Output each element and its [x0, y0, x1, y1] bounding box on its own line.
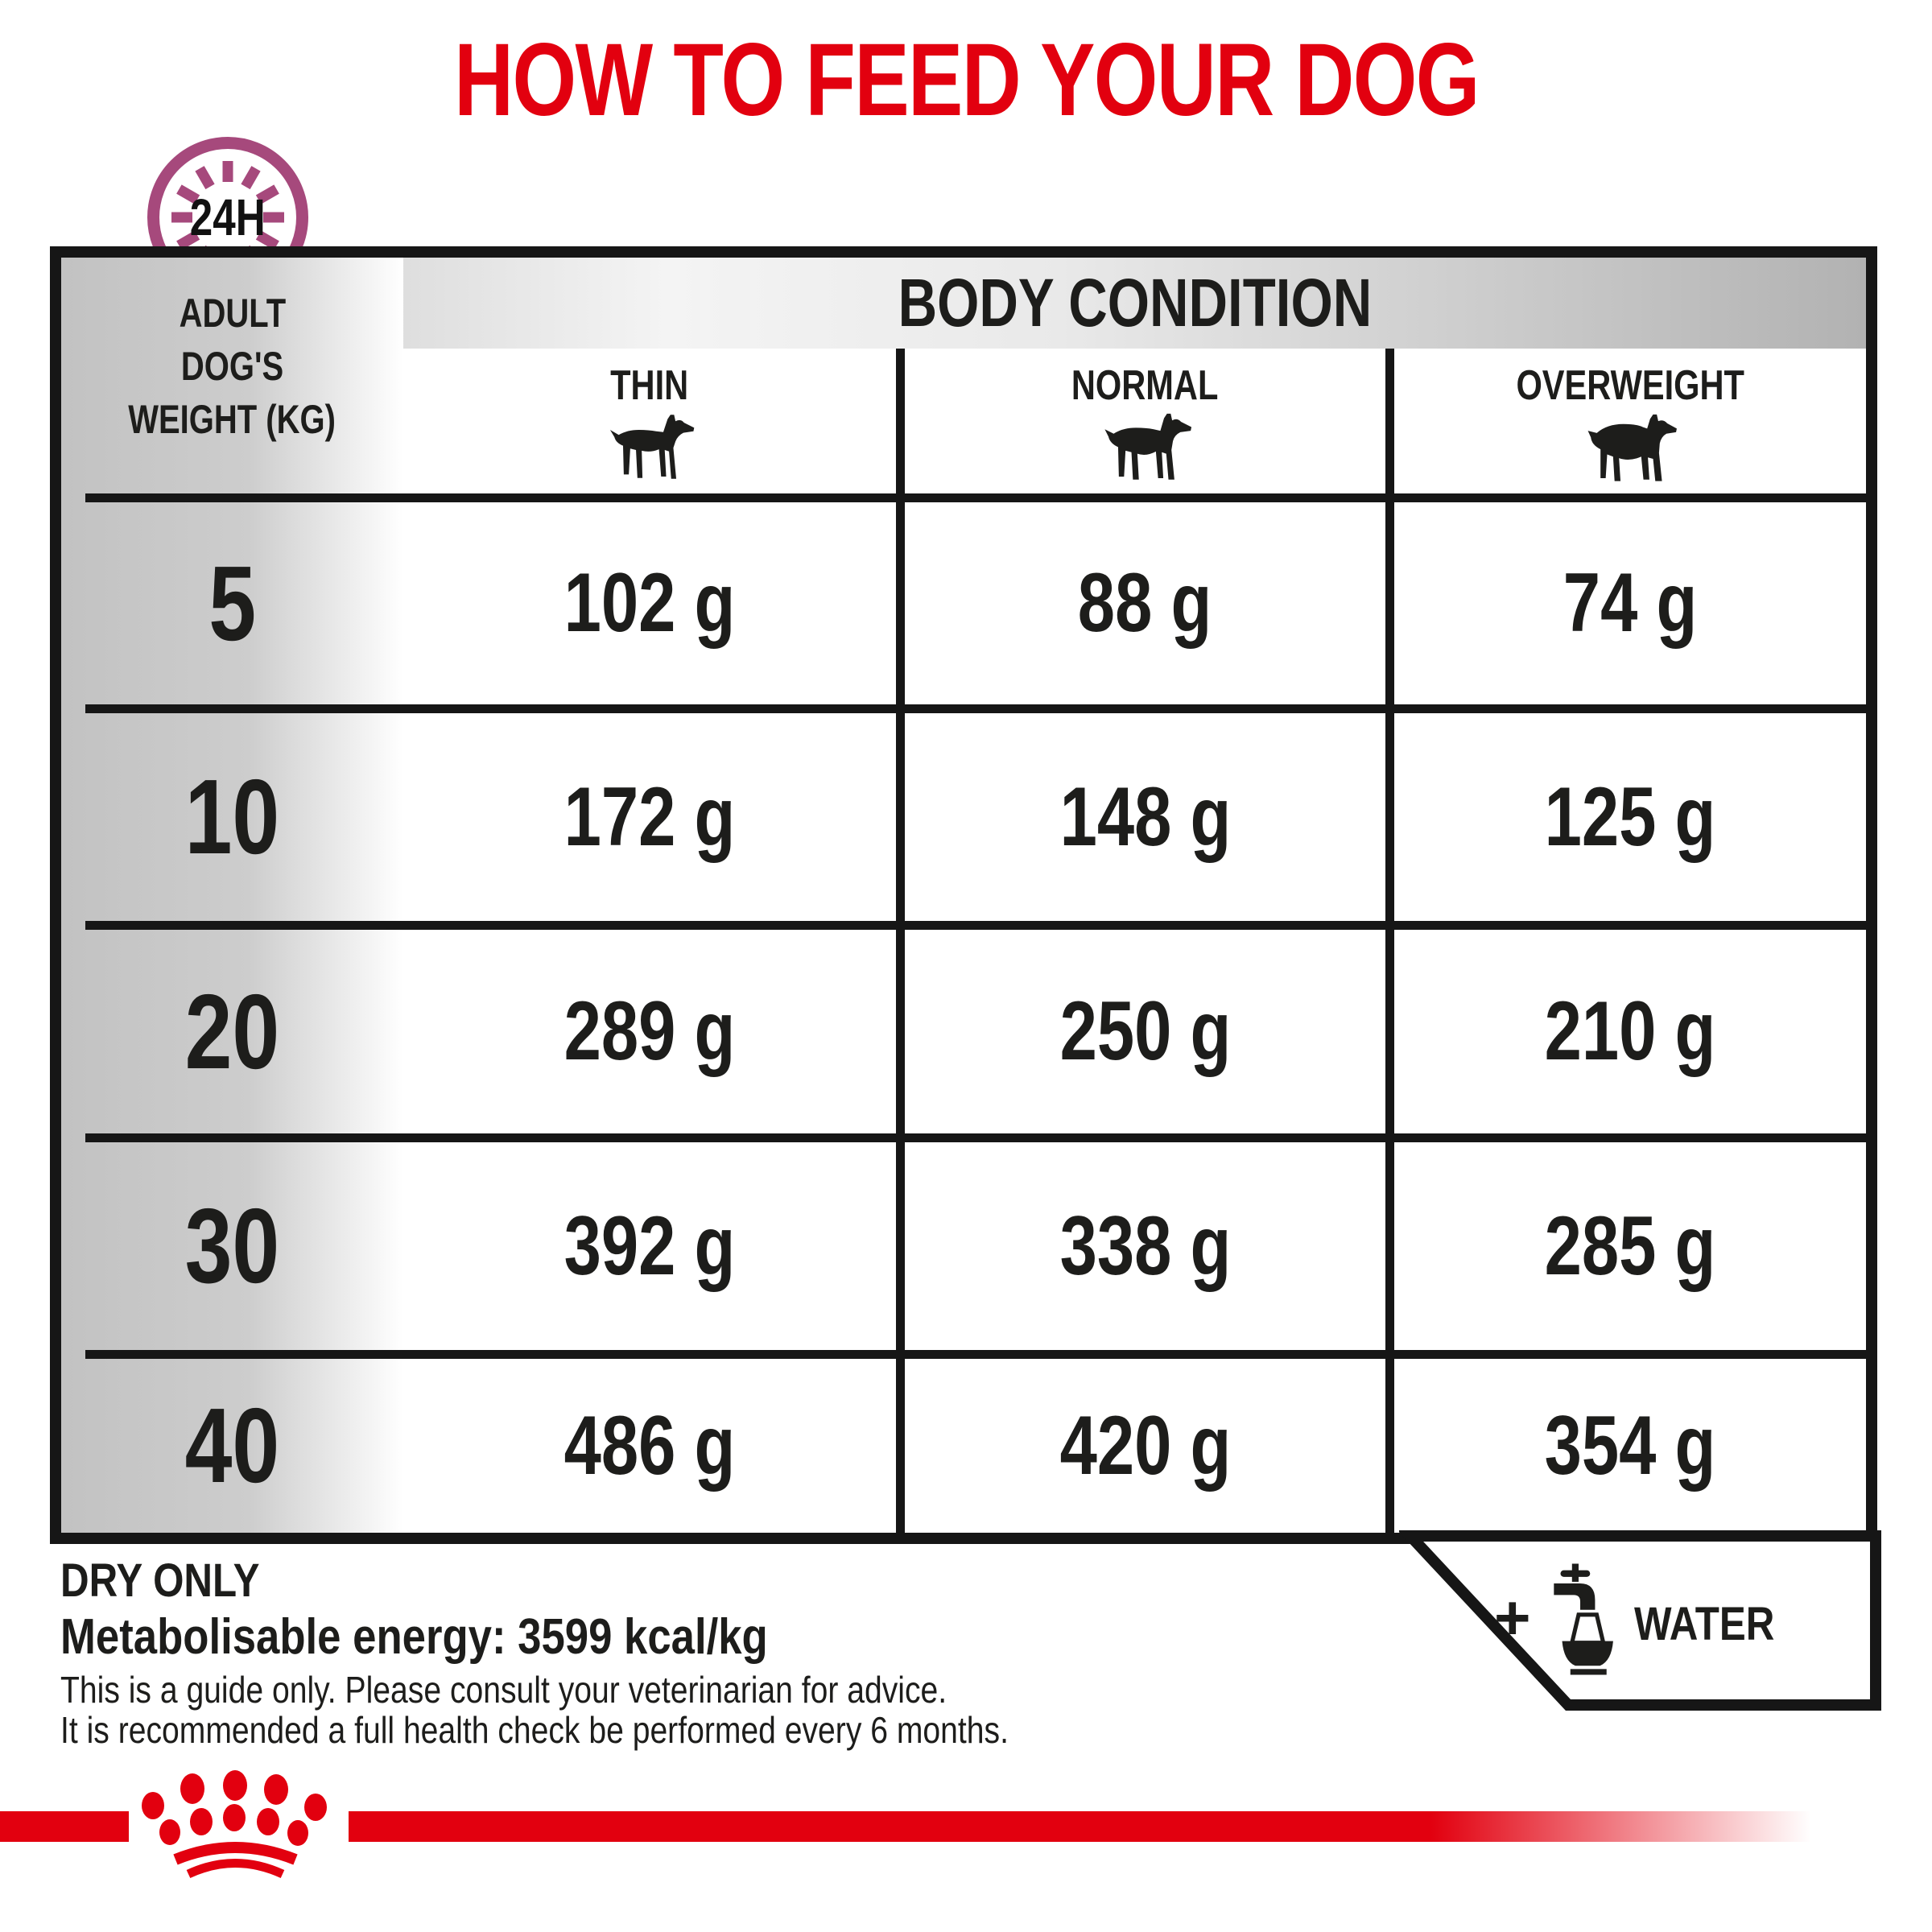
- feeding-table: BODY CONDITION ADULT DOG'S WEIGHT (KG) T…: [50, 246, 1877, 1544]
- water-label: WATER: [1634, 1598, 1775, 1650]
- water-callout-shape: [1397, 1530, 1881, 1711]
- corner-line-2: DOG'S: [180, 344, 284, 389]
- weight-row-30: 30: [184, 1187, 280, 1305]
- column-header-normal: NORMAL: [905, 349, 1385, 502]
- value-20-overweight: 210 g: [1544, 985, 1716, 1078]
- thin-label: THIN: [610, 362, 689, 409]
- row-divider-header: [85, 493, 1866, 502]
- weight-column-header: ADULT DOG'S WEIGHT (KG): [61, 287, 403, 446]
- column-header-thin: THIN: [403, 349, 896, 502]
- royal-canin-crown-logo: [142, 1770, 327, 1879]
- normal-dog-icon: [1104, 413, 1191, 480]
- clock-24h-label: 24H: [190, 188, 266, 246]
- row-divider-2: [85, 921, 1866, 930]
- value-30-normal: 338 g: [1059, 1199, 1231, 1293]
- value-40-overweight: 354 g: [1544, 1399, 1716, 1492]
- row-divider-1: [85, 704, 1866, 713]
- plus-sign: +: [1494, 1582, 1531, 1653]
- brand-stripe-right: [349, 1811, 1811, 1842]
- corner-line-1: ADULT: [179, 291, 286, 336]
- value-40-thin: 486 g: [564, 1399, 736, 1492]
- overweight-dog-icon: [1587, 414, 1677, 481]
- weight-row-20: 20: [184, 972, 280, 1091]
- column-divider-1: [896, 349, 905, 1533]
- dry-only-text: DRY ONLY: [60, 1554, 260, 1607]
- corner-line-3: WEIGHT (KG): [128, 397, 336, 442]
- value-5-thin: 102 g: [564, 556, 736, 650]
- value-10-thin: 172 g: [564, 770, 736, 864]
- guide-note-1: This is a guide only. Please consult you…: [60, 1669, 947, 1711]
- value-40-normal: 420 g: [1059, 1399, 1231, 1492]
- value-10-normal: 148 g: [1059, 770, 1231, 864]
- water-callout: + WATER: [1397, 1530, 1882, 1716]
- page-title: HOW TO FEED YOUR DOG: [0, 21, 1932, 139]
- weight-row-5: 5: [208, 544, 256, 663]
- column-divider-2: [1385, 349, 1394, 1533]
- value-5-normal: 88 g: [1078, 556, 1212, 650]
- weight-column-background: [61, 258, 403, 1533]
- energy-text: Metabolisable energy: 3599 kcal/kg: [60, 1609, 768, 1665]
- value-30-thin: 392 g: [564, 1199, 736, 1293]
- row-divider-3: [85, 1133, 1866, 1142]
- column-header-overweight: OVERWEIGHT: [1394, 349, 1866, 502]
- weight-row-10: 10: [184, 758, 280, 876]
- body-condition-header-text: BODY CONDITION: [898, 265, 1372, 341]
- normal-label: NORMAL: [1071, 362, 1219, 409]
- value-10-overweight: 125 g: [1544, 770, 1716, 864]
- weight-row-40: 40: [184, 1386, 280, 1505]
- row-divider-4: [85, 1350, 1866, 1359]
- value-30-overweight: 285 g: [1544, 1199, 1716, 1293]
- page-title-text: HOW TO FEED YOUR DOG: [453, 23, 1480, 138]
- value-20-thin: 289 g: [564, 985, 736, 1078]
- overweight-label: OVERWEIGHT: [1516, 362, 1744, 409]
- guide-note-2: It is recommended a full health check be…: [60, 1709, 1009, 1751]
- value-20-normal: 250 g: [1059, 985, 1231, 1078]
- body-condition-header: BODY CONDITION: [403, 258, 1866, 349]
- value-5-overweight: 74 g: [1563, 556, 1698, 650]
- brand-stripe-left: [0, 1811, 129, 1842]
- thin-dog-icon: [609, 415, 695, 479]
- water-tap-bowl-icon: [1554, 1563, 1613, 1675]
